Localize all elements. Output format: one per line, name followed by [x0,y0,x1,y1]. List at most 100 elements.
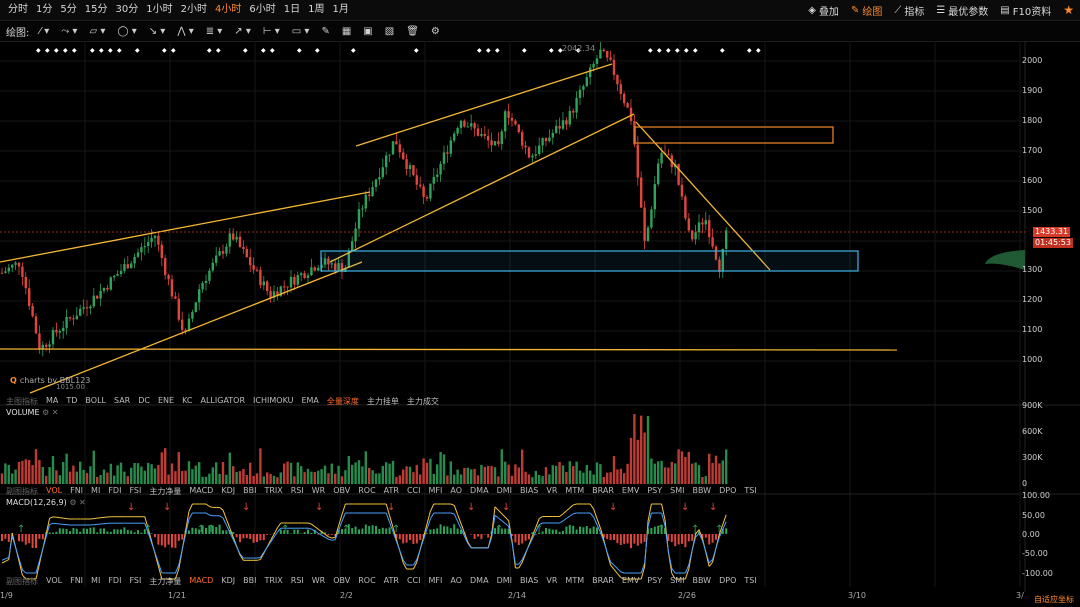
favorite-star-icon[interactable]: ★ [1063,3,1074,17]
timeframe-3[interactable]: 15分 [84,4,108,15]
chart-add-icon[interactable]: ▦ [341,25,352,37]
indicator-dmi[interactable]: DMI [496,486,512,495]
indicator-wr[interactable]: WR [311,576,326,585]
indicator-rsi[interactable]: RSI [290,576,304,585]
indicator-mi[interactable]: MI [91,576,101,585]
indicator-cci[interactable]: CCI [406,486,421,495]
indicator-psy[interactable]: PSY [647,576,663,585]
indicator-主力净量[interactable]: 主力净量 [149,577,182,586]
settings-icon[interactable]: ⚙ [430,25,440,37]
chart-canvas[interactable]: ↑↓↑↓↑ ↑↓↑↓↑↓↑↓↑↓↑↓↑↓↑↓↑◆ ◆ ◆ ◆ ◆ ◆ ◆ ◆ ◆ ◆ ◆ ◆ ◆ ◆ ◆ ◆ ◆ ◆… [0,42,1080,592]
indicator-trix[interactable]: TRIX [264,486,283,495]
indicators-button[interactable]: ⟋ 指标 [894,4,925,18]
settings-icon[interactable]: ⚙ [69,498,77,507]
indicator-wr[interactable]: WR [311,486,326,495]
timeframe-1[interactable]: 1分 [36,4,53,15]
indicator-mfi[interactable]: MFI [428,486,443,495]
indicator-tsi[interactable]: TSI [744,486,757,495]
indicator-bbi[interactable]: BBI [243,486,257,495]
indicator-trix[interactable]: TRIX [264,576,283,585]
f10-button[interactable]: ▤ F10资料 [1000,4,1052,18]
indicator-ao[interactable]: AO [450,486,463,495]
indicator-mfi[interactable]: MFI [428,576,443,585]
measure-tool-icon[interactable]: ⊢ ▾ [262,25,280,37]
indicator-fni[interactable]: FNI [70,576,84,585]
indicator-vol[interactable]: VOL [46,576,63,585]
indicator-sar[interactable]: SAR [113,396,131,405]
indicator-bbw[interactable]: BBW [692,576,712,585]
indicator-atr[interactable]: ATR [383,486,399,495]
timeframe-4[interactable]: 30分 [115,4,139,15]
indicator-bias[interactable]: BIAS [519,576,539,585]
depth-option-1[interactable]: 主力挂单 [366,397,399,406]
timeframe-0[interactable]: 分时 [8,4,28,15]
indicator-macd[interactable]: MACD [189,486,214,495]
indicator-ichimoku[interactable]: ICHIMOKU [253,396,294,405]
indicator-fni[interactable]: FNI [70,486,84,495]
indicator-psy[interactable]: PSY [647,486,663,495]
indicator-td[interactable]: TD [66,396,78,405]
timeframe-8[interactable]: 6小时 [249,4,276,15]
indicator-smi[interactable]: SMI [670,576,685,585]
timeframe-10[interactable]: 1周 [308,4,325,15]
channel-tool-icon[interactable]: ▱ ▾ [89,25,106,37]
indicator-kc[interactable]: KC [182,396,193,405]
timeframe-7[interactable]: 4小时 [214,4,242,15]
pattern-tool-icon[interactable]: ⋀ ▾ [177,25,194,37]
indicator-vol[interactable]: VOL [46,486,63,495]
indicator-主力净量[interactable]: 主力净量 [149,487,182,496]
indicator-macd[interactable]: MACD [189,576,214,585]
ray-tool-icon[interactable]: ↗ ▾ [234,25,251,37]
indicator-dpo[interactable]: DPO [719,576,737,585]
close-icon[interactable]: ✕ [79,498,86,507]
indicator-obv[interactable]: OBV [333,486,351,495]
settings-icon[interactable]: ⚙ [42,408,50,417]
indicator-ema[interactable]: EMA [301,396,319,405]
indicator-roc[interactable]: ROC [358,486,376,495]
indicator-mtm[interactable]: MTM [565,576,585,585]
arrow-tool-icon[interactable]: ↘ ▾ [148,25,166,37]
chart-save-icon[interactable]: ▧ [384,25,395,37]
indicator-cci[interactable]: CCI [406,576,421,585]
indicator-obv[interactable]: OBV [333,576,351,585]
indicator-fsi[interactable]: FSI [129,576,142,585]
indicator-bbw[interactable]: BBW [692,486,712,495]
indicator-brar[interactable]: BRAR [592,576,614,585]
indicator-kdj[interactable]: KDJ [221,576,236,585]
draw-button[interactable]: ✎ 绘图 [850,4,883,18]
note-tool-icon[interactable]: ▭ ▾ [291,25,310,37]
indicator-emv[interactable]: EMV [621,486,640,495]
indicator-mtm[interactable]: MTM [565,486,585,495]
indicator-dc[interactable]: DC [138,396,150,405]
indicator-alligator[interactable]: ALLIGATOR [200,396,246,405]
indicator-dma[interactable]: DMA [470,486,489,495]
indicator-tsi[interactable]: TSI [744,576,757,585]
line-tool-icon[interactable]: ⁄ ▾ [39,25,50,37]
text-tool-icon[interactable]: ✎ [321,25,330,37]
indicator-fsi[interactable]: FSI [129,486,142,495]
best-params-button[interactable]: ☰ 最优参数 [936,4,989,18]
indicator-ao[interactable]: AO [450,576,463,585]
polyline-tool-icon[interactable]: ⤳ ▾ [61,25,78,37]
indicator-dma[interactable]: DMA [470,576,489,585]
close-icon[interactable]: ✕ [51,408,59,417]
timeframe-6[interactable]: 2小时 [180,4,207,15]
delete-icon[interactable]: 🗑 [406,25,419,37]
timeframe-11[interactable]: 1月 [332,4,349,15]
timeframe-9[interactable]: 1日 [283,4,301,15]
indicator-rsi[interactable]: RSI [290,486,304,495]
indicator-ene[interactable]: ENE [158,396,175,405]
timeframe-5[interactable]: 1小时 [146,4,173,15]
indicator-ma[interactable]: MA [46,396,59,405]
fib-tool-icon[interactable]: ≣ ▾ [205,25,223,37]
overlay-button[interactable]: ◈ 叠加 [808,4,839,18]
indicator-dpo[interactable]: DPO [719,486,737,495]
indicator-vr[interactable]: VR [546,486,558,495]
indicator-brar[interactable]: BRAR [592,486,614,495]
indicator-boll[interactable]: BOLL [85,396,106,405]
indicator-kdj[interactable]: KDJ [221,486,236,495]
indicator-fdi[interactable]: FDI [108,576,122,585]
indicator-dmi[interactable]: DMI [496,576,512,585]
indicator-mi[interactable]: MI [91,486,101,495]
depth-option-0[interactable]: 全量深度 [326,397,359,406]
